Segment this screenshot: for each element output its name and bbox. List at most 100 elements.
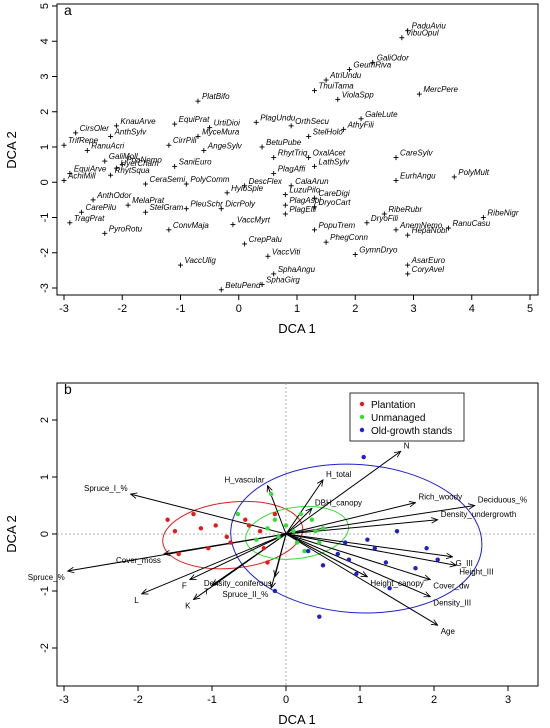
species-label: BetuPend	[225, 281, 261, 290]
species-label: HyloSple	[231, 184, 264, 193]
env-vector-label: T	[204, 587, 209, 596]
unmanaged-site-point	[272, 517, 278, 522]
plantation-site-point	[206, 546, 211, 551]
panel-a-dca-species-plot: a -3 -2 -1 0 1 2 3 4 5 -3 -2 -1 0 1 2 3 4 5 DCA 1 DCA 2 P…	[4, 2, 539, 336]
species-label: PoaNemo	[126, 156, 162, 165]
species-point: ThuiTama	[311, 82, 354, 94]
old-growth-stands-site-point	[317, 614, 322, 619]
species-label: CrepPalu	[249, 235, 283, 244]
env-vector-label: Density_coniferous	[204, 579, 272, 588]
species-label: MyceMura	[202, 127, 240, 136]
species-label: SphaGirg	[266, 275, 300, 284]
species-point: CrepPalu	[242, 235, 282, 247]
env-vector: G_III	[285, 533, 473, 568]
env-vector: Rich_woody	[285, 493, 462, 535]
panel-a-x-tick-label: 2	[352, 303, 358, 315]
panel-b-y-tick-label: -2	[39, 643, 51, 653]
species-point: RanuCasu	[445, 219, 491, 231]
species-point: PlagAffi	[271, 164, 305, 176]
panel-a-letter: a	[64, 2, 72, 18]
legend-marker-old-growth	[359, 427, 365, 433]
species-point: BetuPend	[218, 281, 261, 293]
env-vector-label: DBH_canopy	[315, 498, 362, 507]
env-vector-arrow	[285, 533, 438, 625]
species-point: GaliOdor	[370, 53, 409, 65]
old-growth-stands-site-point	[394, 528, 400, 534]
panel-a-y-tick-label: 5	[39, 3, 51, 9]
species-label: EurhAngu	[400, 171, 436, 180]
species-point: CareDigi	[311, 189, 350, 201]
species-label: PhegConn	[330, 233, 368, 242]
species-point: VaccViti	[265, 247, 301, 259]
species-point: RhytSqua	[108, 166, 150, 178]
env-vector-label: Height_canopy	[370, 579, 423, 588]
panel-a-x-tick-label: 1	[294, 303, 300, 315]
species-point: AchiMill	[61, 171, 96, 183]
species-label: ThuiTama	[318, 82, 354, 91]
plantation-site-point	[165, 517, 170, 522]
plantation-site-point	[172, 528, 178, 534]
species-label: DicrPoly	[225, 200, 256, 209]
env-vector: Spruce_I_%	[84, 484, 287, 535]
species-label: MercPere	[423, 85, 458, 94]
plantation-site-point	[265, 560, 270, 565]
old-growth-stands-site-point	[383, 560, 389, 565]
old-growth-stands-site-point	[361, 454, 366, 460]
panel-b-group-ellipses	[162, 463, 483, 614]
legend-marker-unmanaged	[359, 414, 365, 420]
species-label: SphaAngu	[278, 265, 316, 274]
panel-a-y-axis-label: DCA 2	[4, 131, 19, 169]
species-label: PolyComm	[190, 175, 229, 184]
panel-b-x-tick-label: -3	[59, 694, 69, 706]
env-vector-label: H_total	[326, 470, 352, 479]
species-label: OxalAcet	[313, 149, 346, 158]
env-vector-label: Height_III	[459, 567, 493, 576]
species-point: ConvMaja	[166, 221, 209, 233]
old-growth-stands-site-point	[320, 563, 326, 568]
species-point: VaccMyrt	[230, 216, 271, 228]
species-point: VaccUlig	[178, 256, 216, 268]
species-point: MyceMura	[195, 127, 240, 139]
species-point: PoaNemo	[119, 156, 162, 168]
species-label: PlagUndu	[260, 113, 296, 122]
env-vector-label: K	[185, 602, 191, 611]
species-label: RanuAcri	[91, 142, 124, 151]
env-vector: Spruce_II_%	[222, 533, 287, 599]
env-vector-arrow	[271, 533, 287, 588]
species-point: TrifRepe	[61, 136, 99, 148]
env-vector-arrow	[131, 494, 287, 535]
species-point: OxalAcet	[306, 149, 346, 161]
species-point: AthyFili	[341, 120, 374, 132]
species-label: CeraSemi	[150, 175, 186, 184]
old-growth-stands-site-point	[343, 540, 348, 545]
panel-b-environmental-vectors: Spruce_I_% Cover_moss Spruce_% F T L K H_vascul…	[28, 441, 527, 636]
unmanaged-site-point	[317, 540, 322, 545]
species-label: StelGram	[150, 203, 184, 212]
panel-a-x-tick-label: 3	[410, 303, 416, 315]
species-label: RhytTriq	[278, 149, 308, 158]
species-point: UrtiDioi	[207, 119, 240, 131]
species-point: CoryAvel	[405, 265, 444, 277]
species-label: VaccViti	[272, 247, 301, 256]
env-vector-arrow	[190, 533, 287, 581]
unmanaged-site-point	[320, 526, 326, 531]
env-vector-label: Cover_dw	[433, 582, 469, 591]
species-point: KnauArve	[113, 117, 156, 129]
species-label: AnemNemo	[399, 221, 443, 230]
species-point: DryoFili	[364, 214, 398, 226]
unmanaged-site-point	[302, 548, 307, 554]
species-point: PhegConn	[323, 233, 368, 245]
env-vector: H_vascular	[224, 476, 287, 535]
species-label: StelHolo	[313, 127, 344, 136]
panel-a-x-tick-label: 5	[527, 303, 533, 315]
species-point: AnthOdor	[90, 191, 132, 203]
panel-a-x-tick-label: -1	[176, 303, 186, 315]
species-label: MelaPrat	[132, 196, 165, 205]
env-vector: Deciduous_%	[285, 496, 527, 535]
species-point: BetuPube	[259, 138, 302, 150]
env-vector-arrow	[285, 508, 312, 535]
species-point: AnemNemo	[393, 221, 443, 233]
env-vector-arrow	[285, 533, 367, 577]
species-label: DryoFili	[371, 214, 398, 223]
